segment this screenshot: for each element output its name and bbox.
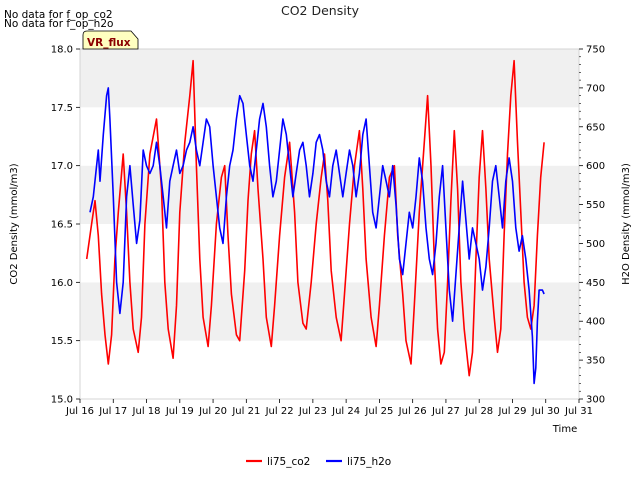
right-tick-label: 750	[586, 45, 605, 56]
badge-shape	[82, 30, 139, 50]
left-tick-label: 15.0	[51, 395, 73, 406]
x-tick-label: Jul 21	[231, 406, 260, 417]
left-tick-label: 18.0	[51, 45, 73, 56]
right-tick-label: 700	[586, 83, 605, 94]
right-tick-label: 400	[586, 317, 605, 328]
left-axis-title: CO2 Density (mmol/m3)	[9, 163, 20, 284]
legend-label-li75-h2o: li75_h2o	[347, 456, 391, 468]
right-tick-label: 600	[586, 161, 605, 172]
x-tick-label: Jul 26	[398, 406, 427, 417]
right-tick-label: 300	[586, 395, 605, 406]
vr-flux-badge: VR_flux	[82, 30, 139, 50]
right-tick-label: 350	[586, 356, 605, 367]
background-band	[80, 340, 579, 399]
right-tick-label: 450	[586, 278, 605, 289]
background-band	[80, 107, 579, 166]
right-tick-label: 500	[586, 239, 605, 250]
x-tick-label: Jul 30	[531, 406, 560, 417]
left-axis: 15.0 15.5 16.0 16.5 17.0 17.5 18.0	[51, 45, 80, 406]
no-data-notice-h2o: No data for f_op_h2o	[4, 18, 114, 30]
right-axis: 300 350 400 450 500 550 600 650 700 750	[579, 45, 605, 406]
x-axis: Jul 16 Jul 17 Jul 18 Jul 19 Jul 20 Jul 21 Jul …	[65, 399, 593, 417]
x-tick-label: Jul 17	[98, 406, 127, 417]
x-axis-title: Time	[552, 424, 577, 435]
x-tick-label: Jul 20	[198, 406, 227, 417]
series-line-li75-h2o	[89, 87, 545, 385]
background-band	[80, 282, 579, 341]
left-tick-label: 17.0	[51, 161, 73, 172]
x-tick-label: Jul 16	[65, 406, 94, 417]
right-tick-label: 550	[586, 200, 605, 211]
right-tick-label: 650	[586, 122, 605, 133]
x-tick-label: Jul 18	[132, 406, 161, 417]
x-tick-label: Jul 27	[431, 406, 460, 417]
legend: li75_co2 li75_h2o	[246, 456, 391, 468]
x-tick-label: Jul 19	[165, 406, 194, 417]
badge-label: VR_flux	[87, 37, 131, 49]
left-tick-label: 16.0	[51, 278, 73, 289]
left-tick-label: 16.5	[51, 220, 73, 231]
left-tick-label: 17.5	[51, 103, 73, 114]
left-tick-label: 15.5	[51, 336, 73, 347]
x-tick-label: Jul 31	[564, 406, 593, 417]
x-tick-label: Jul 25	[364, 406, 393, 417]
background-band	[80, 49, 579, 108]
chart-title: CO2 Density	[281, 3, 360, 18]
right-axis-title: H2O Density (mmol/m3)	[621, 163, 632, 285]
x-tick-label: Jul 22	[265, 406, 294, 417]
x-tick-label: Jul 23	[298, 406, 327, 417]
series-line-li75-co2	[85, 59, 545, 377]
no-data-notice-co2: No data for f_op_co2	[4, 9, 113, 21]
x-tick-label: Jul 24	[331, 406, 360, 417]
legend-label-li75-co2: li75_co2	[267, 456, 310, 468]
series-layer	[85, 59, 545, 385]
x-tick-label: Jul 29	[497, 406, 526, 417]
x-tick-label: Jul 28	[464, 406, 493, 417]
